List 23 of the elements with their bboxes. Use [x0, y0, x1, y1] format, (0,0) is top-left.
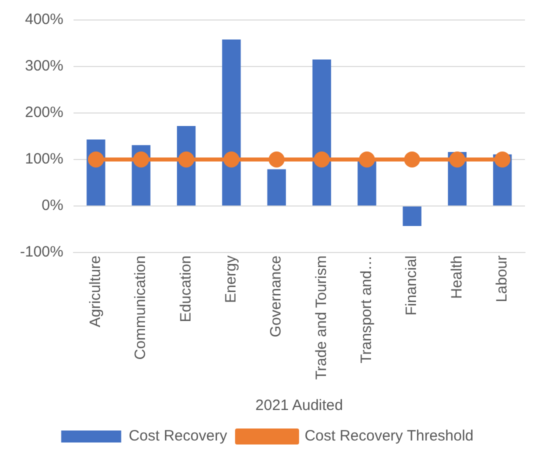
legend-label: Cost Recovery Threshold — [304, 428, 474, 445]
x-tick-label: Energy — [222, 255, 240, 304]
bar — [267, 169, 286, 206]
x-tick-label: Transport and… — [358, 256, 376, 364]
x-tick-label: Financial — [403, 256, 420, 316]
y-tick-label: 100% — [24, 150, 64, 168]
bar — [402, 206, 422, 226]
x-tick-label: Health — [448, 256, 466, 299]
y-tick-label: 300% — [24, 58, 64, 75]
y-tick-label: 200% — [24, 104, 64, 122]
bar — [222, 40, 241, 206]
x-tick-label: Trade and Tourism — [312, 256, 330, 380]
y-tick-label: 400% — [24, 11, 64, 28]
x-tick-label: Governance — [268, 256, 285, 338]
y-tick-label: 0% — [42, 197, 64, 214]
y-tick-label: -100% — [20, 244, 64, 261]
legend-label: Cost Recovery — [128, 428, 228, 445]
x-axis-title: 2021 Audited — [255, 397, 343, 414]
x-tick-label: Agriculture — [87, 256, 104, 328]
bar — [312, 60, 332, 206]
x-tick-label: Communication — [132, 256, 150, 360]
x-tick-label: Labour — [494, 256, 511, 302]
x-tick-label: Education — [177, 256, 194, 322]
